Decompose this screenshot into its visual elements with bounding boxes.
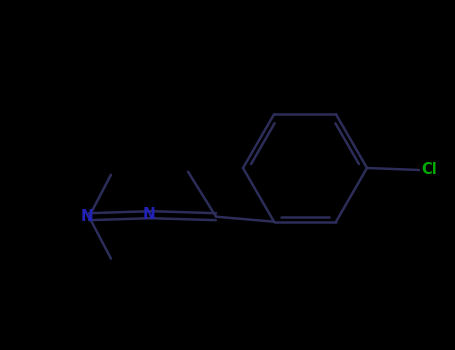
Text: N: N bbox=[142, 207, 155, 222]
Text: N: N bbox=[81, 209, 93, 224]
Text: Cl: Cl bbox=[421, 162, 437, 177]
